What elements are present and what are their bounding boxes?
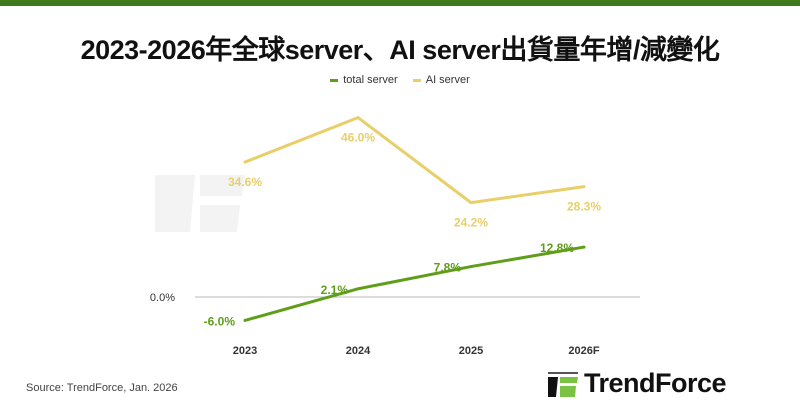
x-tick-label: 2026F	[568, 345, 599, 357]
y-tick-label: 0.0%	[150, 292, 175, 304]
data-label: 28.3%	[567, 200, 601, 214]
legend-label: total server	[343, 74, 398, 86]
watermark-logo-icon	[155, 175, 195, 232]
data-label: 2.1%	[321, 283, 349, 297]
legend-swatch	[330, 78, 339, 82]
data-point	[243, 160, 247, 164]
trendforce-logo: TrendForce	[548, 368, 727, 399]
total-server-line	[244, 245, 585, 322]
x-tick-label: 2025	[459, 345, 483, 357]
top-accent-bar	[0, 0, 800, 6]
x-tick-label: 2023	[233, 345, 257, 357]
watermark-logo-icon	[200, 205, 240, 232]
data-point	[469, 201, 473, 205]
data-point	[582, 185, 586, 189]
legend-label: AI server	[425, 74, 470, 86]
data-point	[356, 287, 360, 291]
data-label: 34.6%	[228, 175, 262, 189]
logo-text: TrendForce	[584, 368, 727, 398]
source-note: Source: TrendForce, Jan. 2026	[26, 382, 178, 394]
ai-server-line	[244, 116, 585, 205]
data-point	[356, 116, 360, 120]
logo-mark-icon	[548, 371, 578, 397]
legend-swatch	[412, 78, 421, 82]
legend-item-ai-server: AI server	[412, 74, 470, 86]
data-label: 24.2%	[454, 216, 488, 230]
legend: total server AI server	[0, 74, 800, 86]
data-point	[469, 265, 473, 269]
chart-title: 2023-2026年全球server、AI server出貨量年增/減變化	[80, 35, 720, 65]
data-point	[243, 318, 247, 322]
data-label: 7.8%	[434, 261, 462, 275]
data-label: -6.0%	[204, 314, 236, 328]
data-label: 46.0%	[341, 131, 375, 145]
data-label: 12.8%	[540, 241, 574, 255]
data-point	[582, 245, 586, 249]
legend-item-total-server: total server	[330, 74, 398, 86]
watermark-logo-icon	[200, 175, 245, 196]
x-tick-label: 2024	[346, 345, 371, 357]
